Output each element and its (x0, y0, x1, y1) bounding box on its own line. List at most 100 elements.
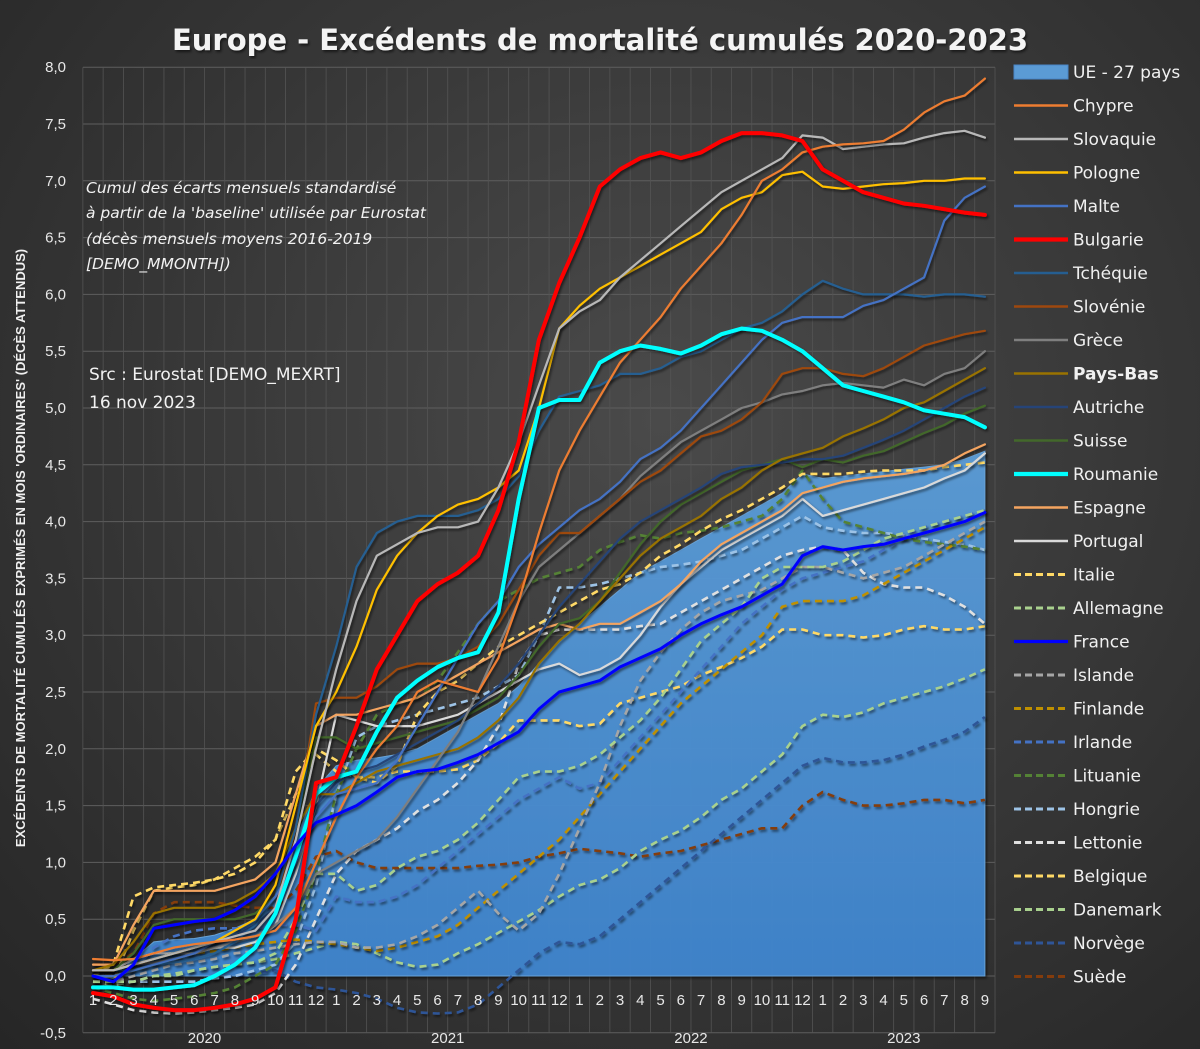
legend-item-grece: Grèce (1014, 331, 1123, 351)
y-tick-label: 0,5 (45, 911, 66, 928)
x-tick-label: 9 (251, 992, 259, 1009)
legend-item-italie: Italie (1014, 566, 1115, 586)
y-tick-label: 4,0 (45, 514, 66, 531)
series-line-portugal (91, 452, 987, 972)
x-tick-label: 7 (454, 992, 462, 1009)
x-axis-year-labels: 2020 2021 2022 2023 (188, 1030, 921, 1047)
x-tick-label: 10 (754, 992, 771, 1009)
series-line-italie (92, 461, 986, 978)
legend-item-islande: Islande (1014, 666, 1134, 686)
legend-item-tchequie: Tchéquie (1014, 264, 1148, 284)
x-tick-label: 7 (940, 992, 948, 1009)
x-tick-label: 4 (636, 992, 644, 1009)
y-tick-label: 6,0 (45, 286, 66, 303)
legend-item-lituanie: Lituanie (1014, 767, 1141, 787)
method-annotation: Cumul des écarts mensuels standardisé à … (86, 179, 427, 274)
legend-item-chypre: Chypre (1014, 97, 1134, 117)
series-line-irlande (93, 508, 986, 984)
legend-item-suede: Suède (1014, 968, 1126, 988)
legend-item-pologne: Pologne (1014, 164, 1140, 184)
x-tick-label: 5 (170, 992, 178, 1009)
y-tick-label: 2,0 (45, 741, 66, 758)
legend-item-slovenie: Slovénie (1014, 298, 1145, 318)
x-tick-label: 4 (150, 992, 158, 1009)
legend-item-danemark: Danemark (1014, 901, 1162, 921)
legend-item-lettonie: Lettonie (1014, 834, 1142, 854)
legend-label: Norvège (1073, 934, 1145, 954)
source-text: Src : Eurostat [DEMO_MEXRT] (89, 365, 341, 385)
legend-item-malte: Malte (1014, 197, 1120, 217)
x-tick-label: 9 (737, 992, 745, 1009)
x-tick-label: 3 (373, 992, 381, 1009)
legend-item-autriche: Autriche (1014, 398, 1144, 418)
source-date: 16 nov 2023 (89, 393, 196, 413)
annotation-line: (décès mensuels moyens 2016-2019 (86, 230, 372, 248)
legend-label: Malte (1073, 197, 1120, 217)
x-tick-label: 12 (794, 992, 811, 1009)
x-year-label: 2021 (431, 1030, 464, 1047)
x-tick-label: 3 (859, 992, 867, 1009)
legend-item-finlande: Finlande (1014, 700, 1144, 720)
legend-item-portugal: Portugal (1014, 532, 1143, 552)
series-line-allemagne (93, 508, 986, 984)
x-tick-label: 1 (89, 992, 97, 1009)
series-line-pays-bas (91, 367, 987, 972)
x-tick-label: 1 (332, 992, 340, 1009)
x-tick-label: 2 (352, 992, 360, 1009)
y-tick-label: 5,5 (45, 343, 66, 360)
x-year-label: 2023 (887, 1030, 920, 1047)
legend-item-suisse: Suisse (1014, 432, 1127, 452)
legend-label: Chypre (1073, 97, 1134, 117)
x-year-label: 2022 (674, 1030, 707, 1047)
x-tick-label: 5 (656, 992, 664, 1009)
x-tick-label: 1 (819, 992, 827, 1009)
y-tick-label: 5,0 (45, 400, 66, 417)
y-tick-label: 4,5 (45, 457, 66, 474)
series-lines (91, 77, 987, 1015)
y-tick-label: 7,0 (45, 173, 66, 190)
legend-label: Portugal (1073, 532, 1143, 552)
legend-item-espagne: Espagne (1014, 499, 1146, 519)
x-year-label: 2020 (188, 1030, 221, 1047)
series-line-autriche (91, 386, 987, 972)
y-axis-label: EXCÉDENTS DE MORTALITÉ CUMULÉS EXPRIMÉS … (13, 249, 28, 847)
legend-label: Grèce (1073, 331, 1123, 351)
x-tick-label: 12 (551, 992, 568, 1009)
legend-label: Slovénie (1073, 298, 1145, 318)
legend-label: Belgique (1073, 867, 1147, 887)
series-line-espagne (91, 443, 987, 966)
x-tick-label: 6 (920, 992, 928, 1009)
y-axis-ticks: -0,5 0,0 0,5 1,0 1,5 2,0 2,5 3,0 3,5 4,0 4,5 5,0 5,5… (40, 59, 66, 1042)
y-tick-label: 6,5 (45, 230, 66, 247)
legend-item-pays-bas: Pays-Bas (1014, 365, 1159, 385)
legend-label: Pologne (1073, 164, 1140, 184)
source-annotation: Src : Eurostat [DEMO_MEXRT] 16 nov 2023 (89, 365, 341, 413)
x-tick-label: 10 (267, 992, 284, 1009)
legend-label: Irlande (1073, 733, 1132, 753)
series-line-chypre (91, 77, 987, 962)
x-tick-label: 2 (109, 992, 117, 1009)
x-tick-label: 2 (839, 992, 847, 1009)
x-tick-label: 4 (879, 992, 887, 1009)
series-line-lituanie (92, 469, 986, 1003)
x-tick-label: 11 (288, 992, 304, 1009)
legend: UE - 27 pays Chypre Slovaquie Pologne Malte B… (1013, 63, 1180, 988)
legend-label: Suède (1073, 968, 1126, 988)
x-tick-label: 8 (474, 992, 482, 1009)
legend-item-hongrie: Hongrie (1014, 800, 1140, 820)
y-tick-label: 1,0 (45, 854, 66, 871)
chart-title: Europe - Excédents de mortalité cumulés … (172, 23, 1028, 57)
series-line-bulgarie (91, 131, 987, 1013)
legend-label: Suisse (1073, 432, 1127, 452)
x-tick-label: 8 (717, 992, 725, 1009)
legend-label: Bulgarie (1073, 231, 1144, 251)
annotation-line: Cumul des écarts mensuels standardisé (86, 179, 396, 197)
legend-item-france: France (1014, 633, 1130, 653)
x-tick-label: 6 (677, 992, 685, 1009)
legend-label: Italie (1073, 566, 1115, 586)
legend-item-irlande: Irlande (1014, 733, 1132, 753)
series-line-suisse (91, 404, 987, 972)
legend-label: Danemark (1073, 901, 1162, 921)
legend-label: France (1073, 633, 1130, 653)
